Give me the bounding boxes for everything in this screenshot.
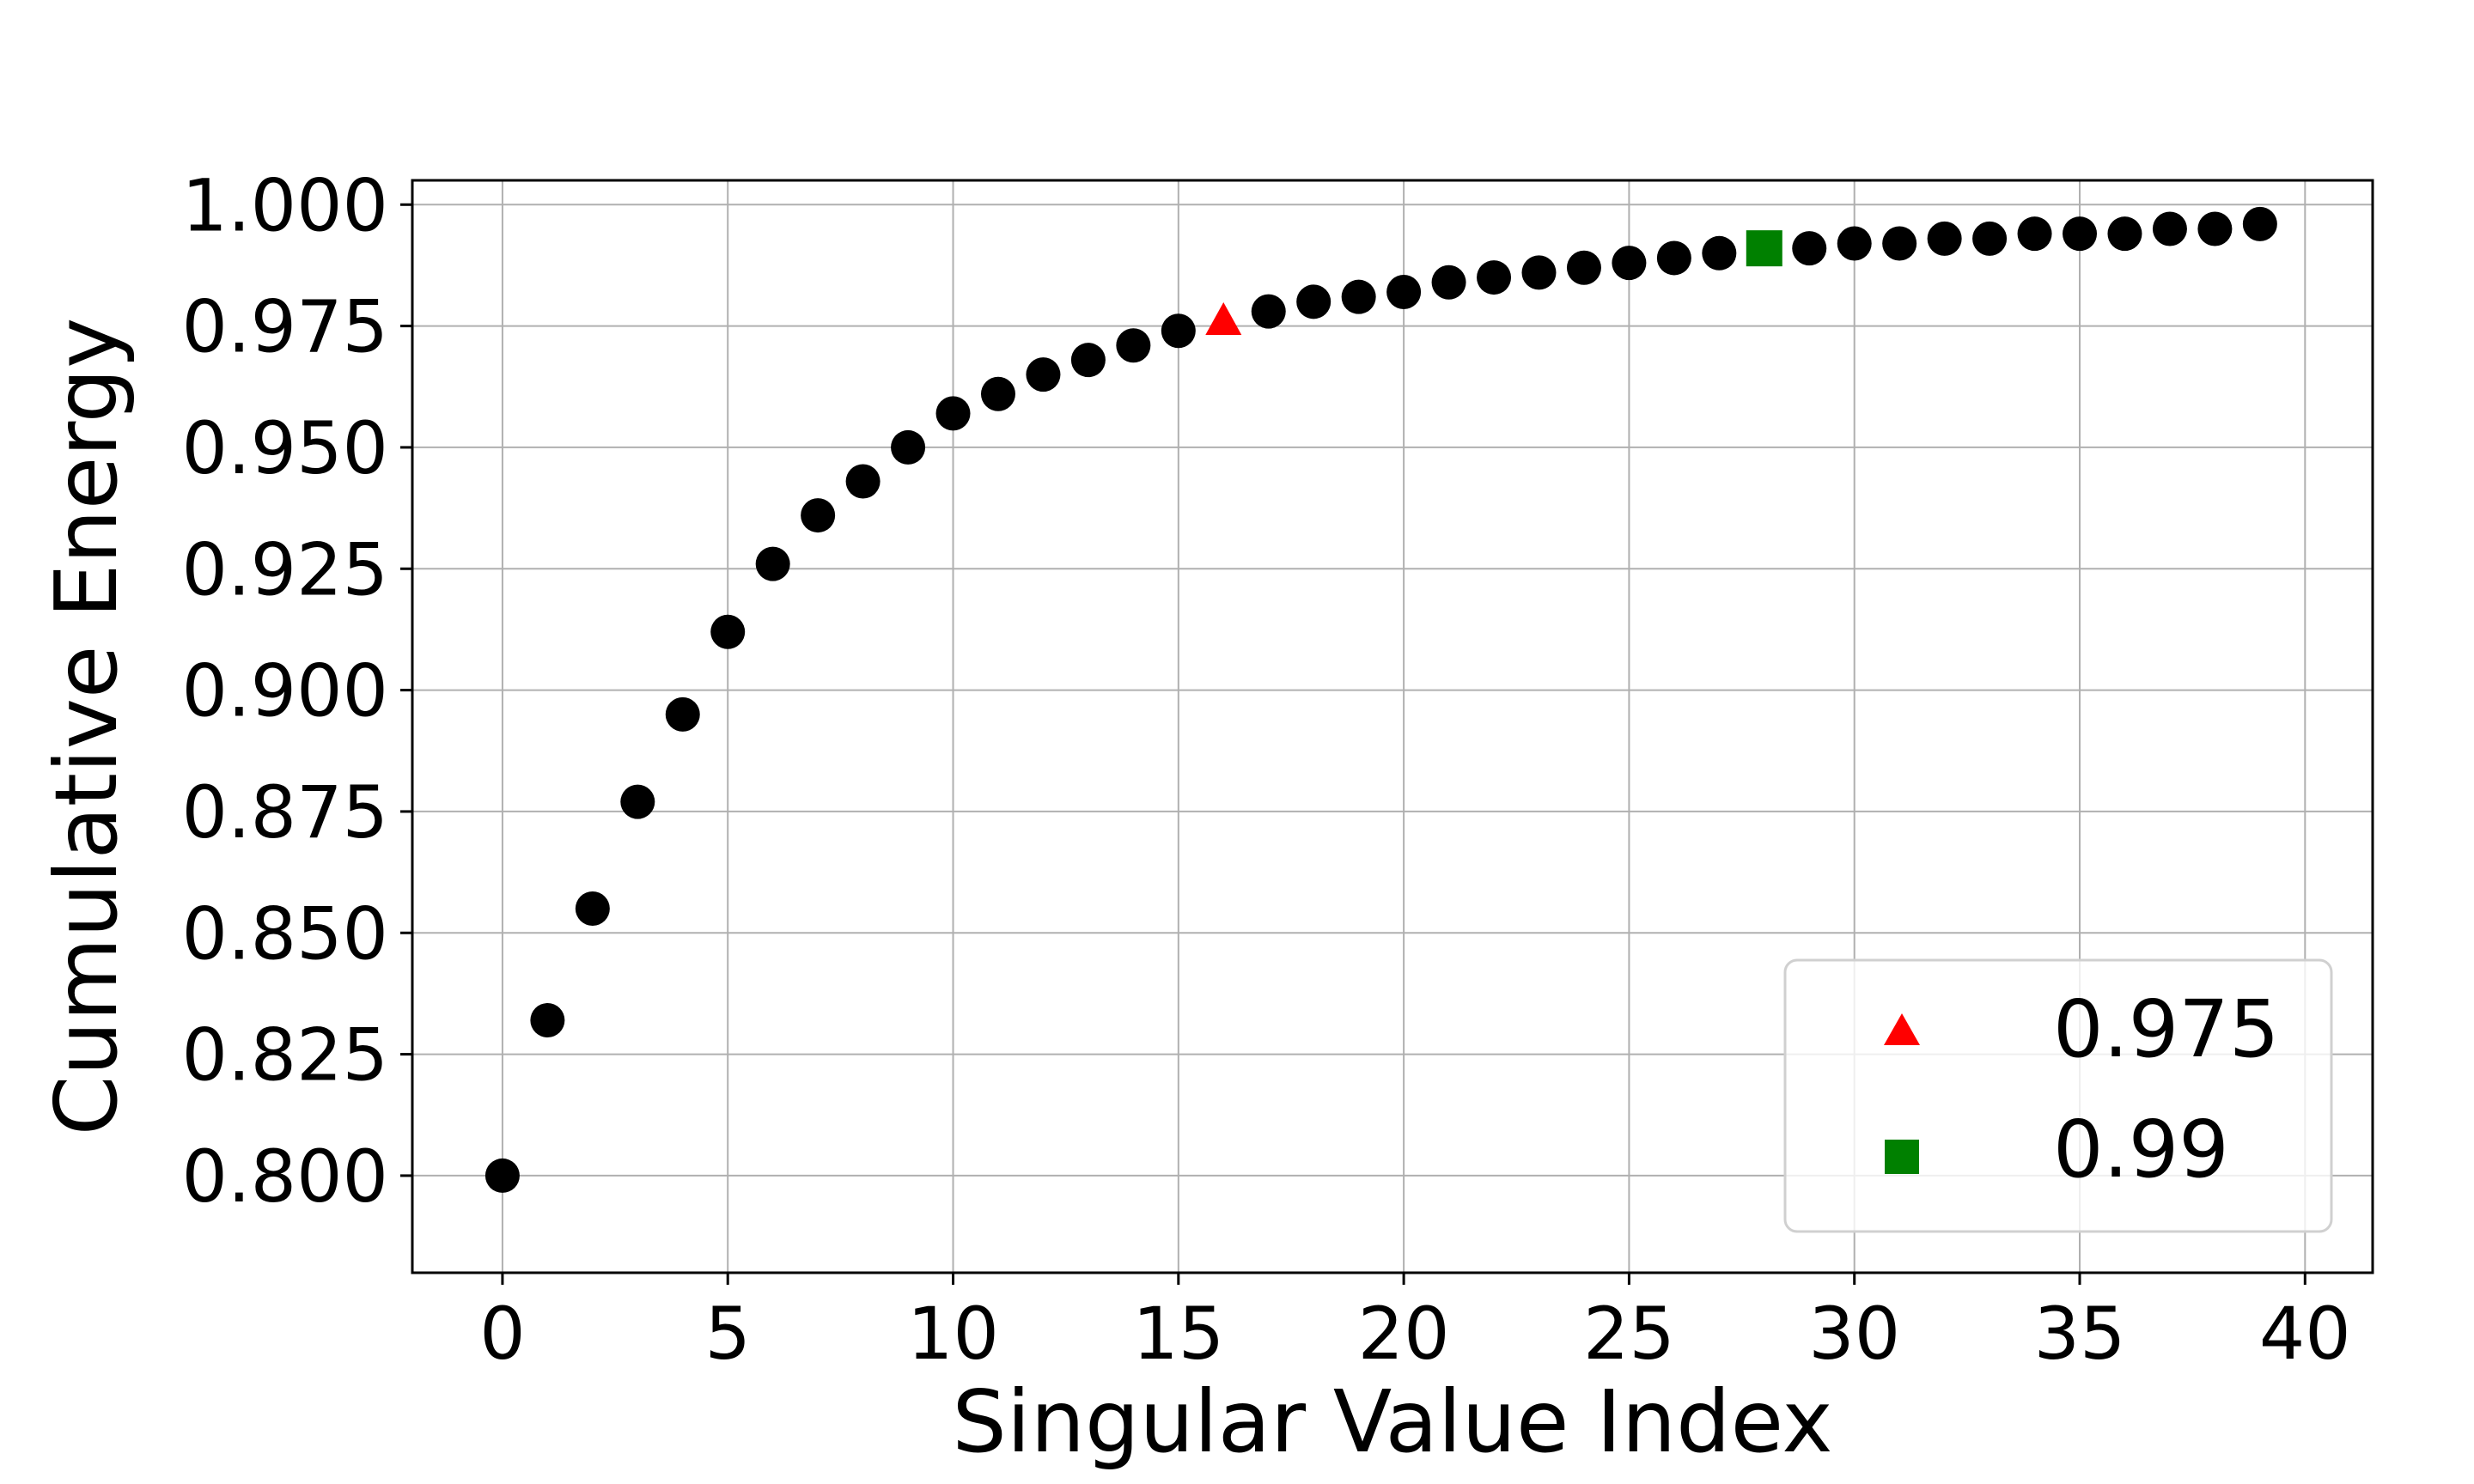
- data-point: [2152, 211, 2187, 246]
- y-tick-label: 0.800: [182, 1134, 388, 1219]
- data-points: [484, 206, 2277, 1193]
- x-tick-label: 25: [1583, 1292, 1675, 1376]
- y-tick-label: 0.875: [182, 770, 388, 855]
- data-point: [1972, 221, 2008, 256]
- x-tick-label: 0: [479, 1292, 525, 1376]
- data-point: [1882, 226, 1917, 261]
- data-point: [1656, 240, 1691, 276]
- y-tick-label: 0.950: [182, 406, 388, 490]
- legend-box: [1783, 958, 2333, 1233]
- x-tick-label: 10: [907, 1292, 999, 1376]
- y-axis-title: Cumulative Energy: [36, 318, 137, 1136]
- data-point: [2242, 206, 2277, 241]
- legend-triangle-marker: [1884, 1013, 1920, 1045]
- legend: 0.975 0.99: [1783, 958, 2333, 1233]
- data-point: [1116, 328, 1151, 363]
- x-tick-label: 20: [1358, 1292, 1450, 1376]
- threshold-099-point: [1746, 230, 1782, 267]
- legend-label-0975: 0.975: [2053, 983, 2279, 1075]
- y-tick-label: 1.000: [182, 163, 388, 247]
- data-point: [1296, 284, 1331, 319]
- data-point: [530, 1003, 565, 1038]
- data-point: [980, 376, 1015, 411]
- x-tick-label: 40: [2259, 1292, 2351, 1376]
- data-point: [2197, 211, 2233, 246]
- plot-frame: [411, 179, 2374, 1274]
- data-point: [845, 464, 881, 499]
- y-tick-label: 0.850: [182, 891, 388, 976]
- data-point: [1566, 250, 1601, 285]
- data-point: [2063, 216, 2098, 252]
- data-point: [755, 546, 790, 581]
- data-point: [1026, 357, 1061, 392]
- y-gridlines: [412, 204, 2373, 1177]
- data-point: [710, 614, 746, 649]
- data-point: [1477, 260, 1512, 295]
- data-point: [1161, 313, 1196, 349]
- y-tick-label: 0.925: [182, 527, 388, 611]
- data-point: [575, 891, 610, 926]
- data-point: [1612, 246, 1647, 281]
- data-point: [2017, 216, 2052, 252]
- data-point: [1927, 221, 1962, 256]
- data-point: [665, 696, 700, 732]
- data-point: [2107, 216, 2142, 252]
- x-tick-label: 15: [1132, 1292, 1224, 1376]
- data-point: [1792, 231, 1827, 266]
- x-axis-title: Singular Value Index: [952, 1371, 1832, 1472]
- data-point: [620, 784, 655, 819]
- data-point: [935, 396, 971, 431]
- data-point: [484, 1158, 520, 1193]
- legend-square-marker: [1885, 1140, 1919, 1174]
- y-tick-label: 0.975: [182, 285, 388, 369]
- data-point: [1431, 265, 1466, 300]
- y-axis-ticks: 0.800 0.825 0.850 0.875 0.900 0.925 0.950 0.975…: [182, 163, 412, 1219]
- data-point: [1070, 343, 1106, 378]
- data-point: [1341, 279, 1376, 314]
- x-tick-label: 30: [1808, 1292, 1900, 1376]
- y-tick-label: 0.900: [182, 649, 388, 733]
- threshold-0975-point: [1205, 301, 1242, 335]
- x-tick-label: 35: [2034, 1292, 2126, 1376]
- data-point: [1386, 275, 1422, 310]
- x-tick-label: 5: [704, 1292, 750, 1376]
- data-point: [1521, 255, 1557, 290]
- data-point: [801, 498, 836, 533]
- data-point: [891, 429, 926, 465]
- data-point: [1251, 294, 1286, 329]
- legend-label-099: 0.99: [2053, 1104, 2229, 1195]
- y-tick-label: 0.825: [182, 1013, 388, 1098]
- data-point: [1702, 235, 1737, 271]
- x-axis-ticks: 0 5 10 15 20 25 30 35 40: [479, 1273, 2351, 1376]
- data-point: [1837, 226, 1872, 261]
